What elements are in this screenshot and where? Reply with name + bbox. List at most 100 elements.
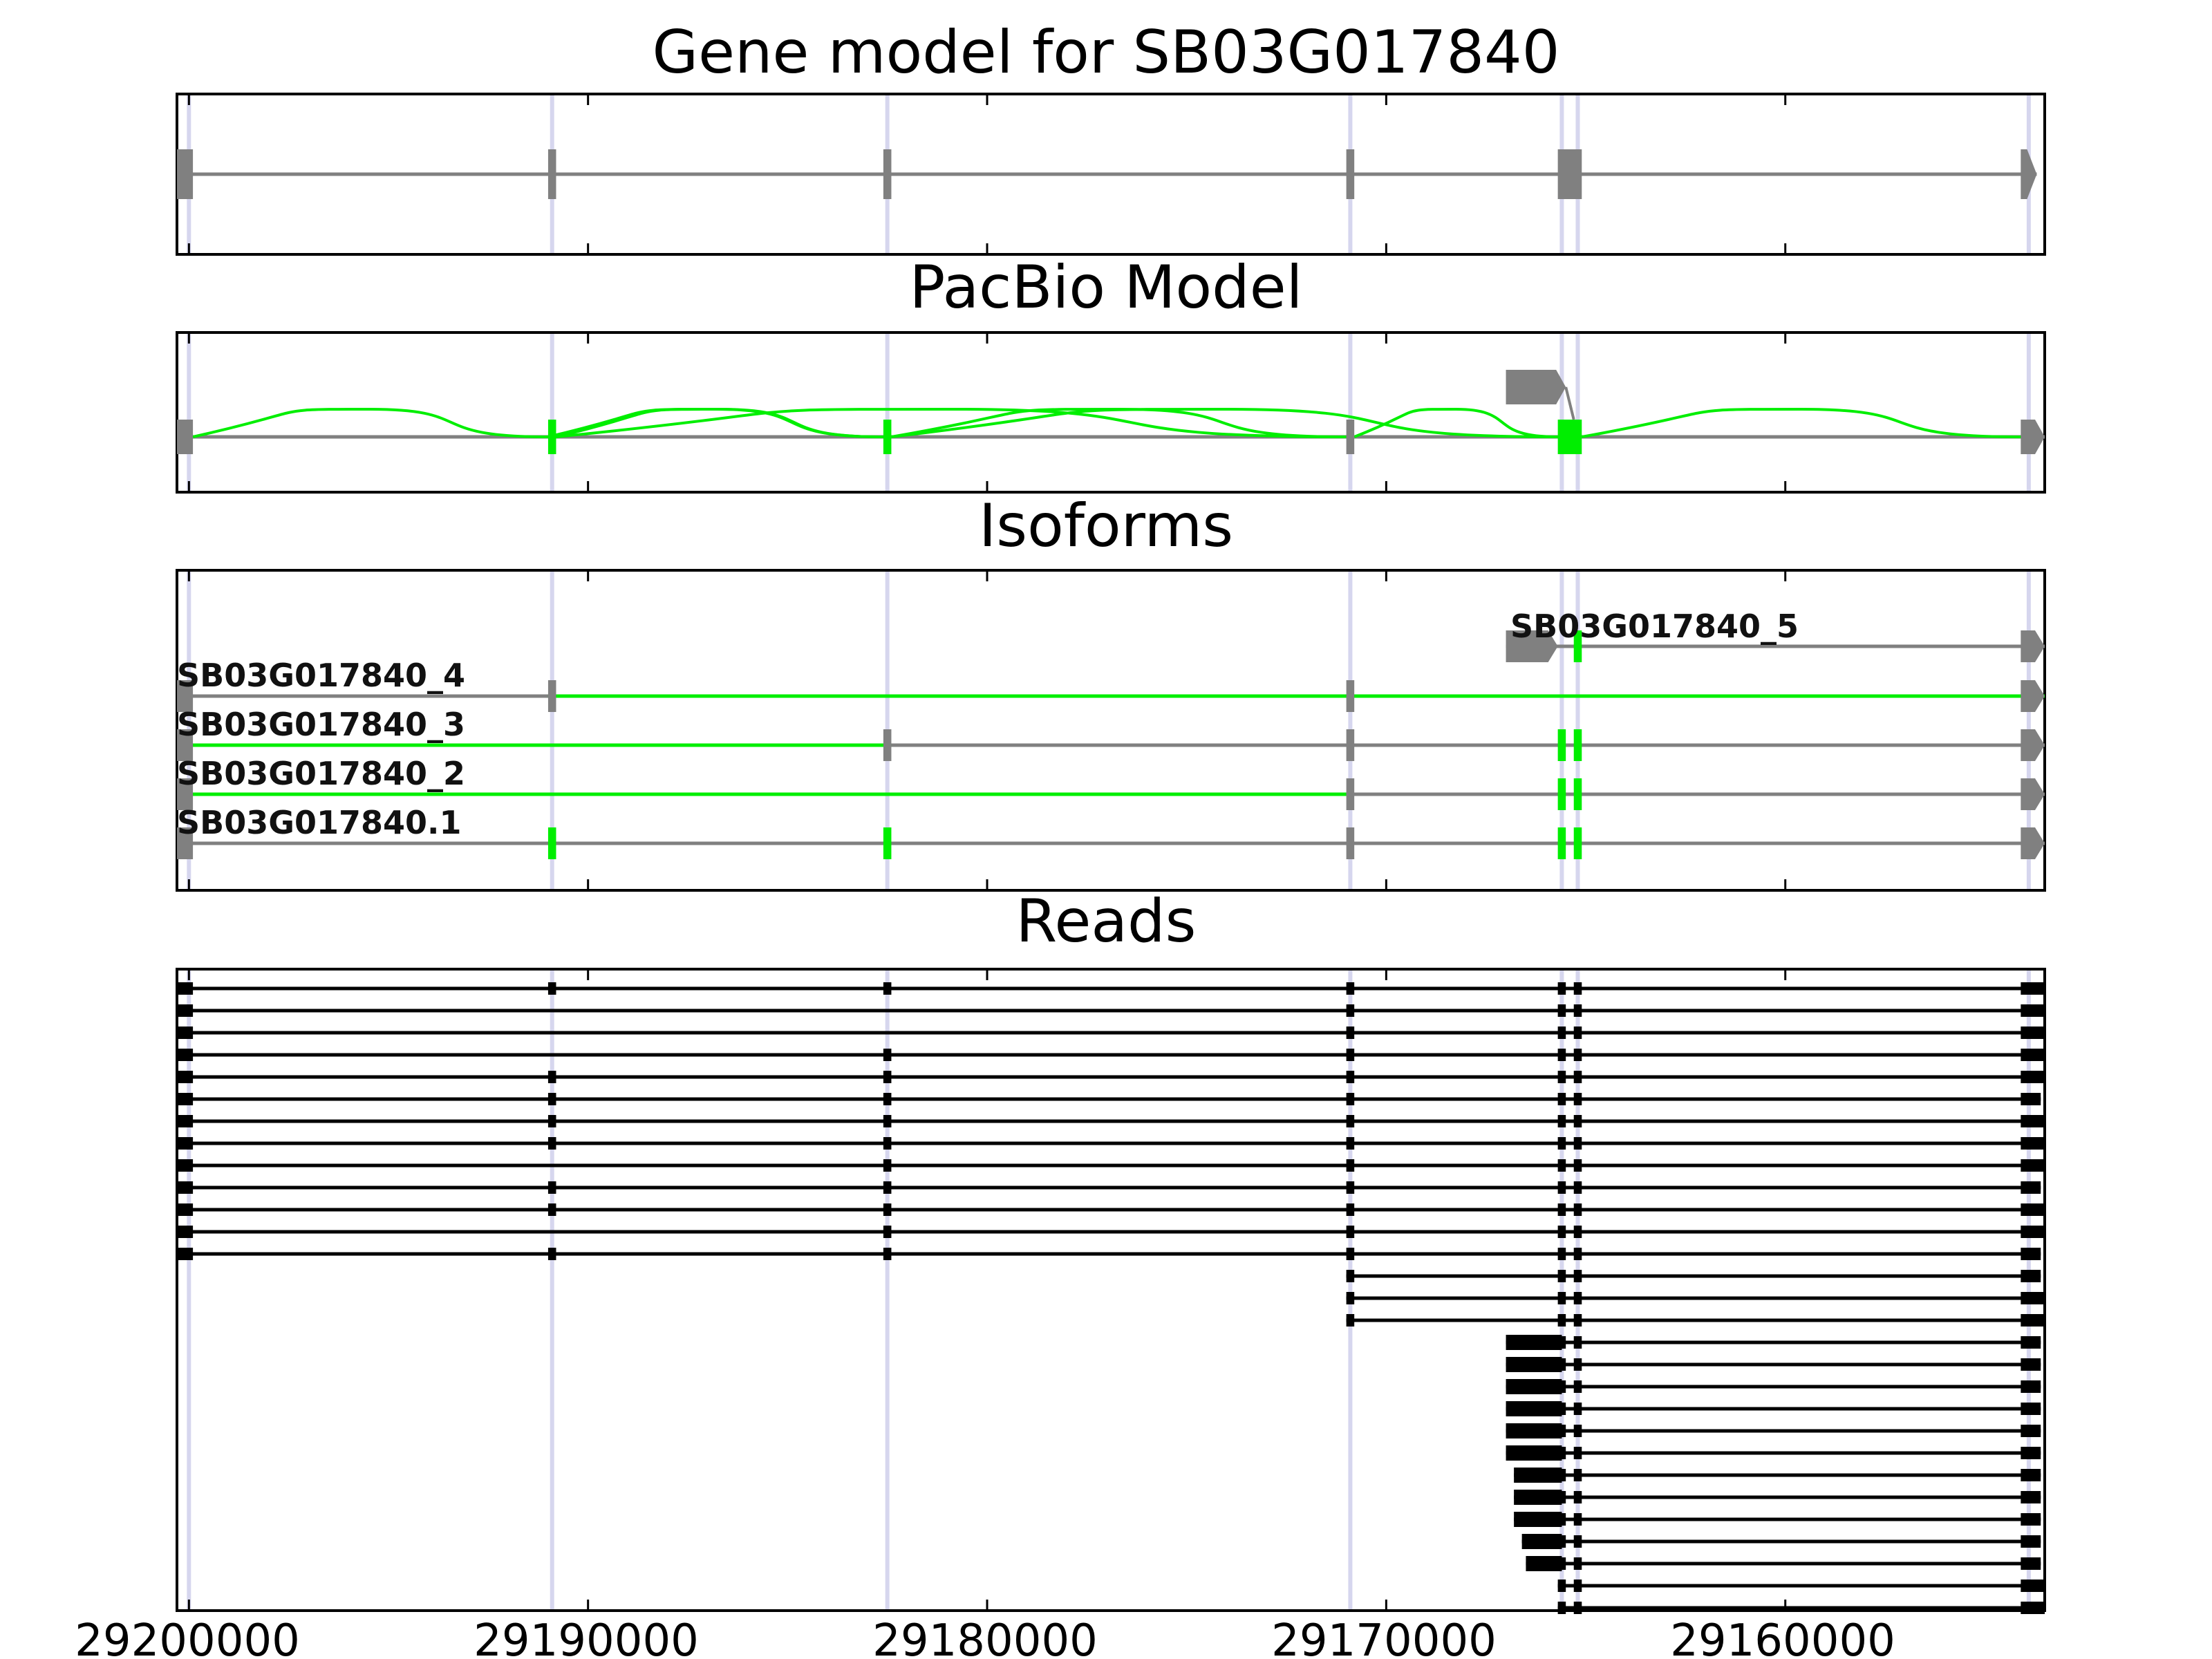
splice-junction-arc — [556, 407, 1347, 438]
isoform-exon — [1573, 729, 1582, 761]
read-exon — [177, 1137, 194, 1150]
read-exon — [2021, 1557, 2041, 1570]
read-exon — [1557, 1270, 1566, 1282]
read-exon — [1346, 1004, 1355, 1017]
read-exon — [1573, 1602, 1582, 1614]
splice-site-band — [550, 969, 554, 1611]
read-exon — [547, 982, 556, 995]
pacbio-exon — [547, 420, 556, 454]
read-exon — [2021, 1115, 2045, 1127]
read-exon — [1557, 1513, 1566, 1526]
isoform-exon — [547, 827, 556, 859]
read-exon — [1573, 1248, 1582, 1260]
isoform-label: SB03G017840_4 — [177, 657, 465, 694]
read-exon — [547, 1203, 556, 1216]
pacbio-exon — [2021, 420, 2045, 454]
read-exon — [1557, 1181, 1566, 1194]
read-exon — [2021, 1226, 2045, 1238]
read-exon — [883, 1049, 892, 1061]
read-exon — [1557, 1203, 1566, 1216]
read-exon — [1573, 1425, 1582, 1437]
isoform-label: SB03G017840_3 — [177, 706, 465, 743]
read-exon — [1557, 1403, 1566, 1415]
x-tick-label: 29190000 — [474, 1615, 699, 1659]
read-exon — [1557, 1602, 1566, 1614]
isoform-exon — [177, 680, 194, 712]
isoform-label: SB03G017840.1 — [177, 804, 461, 841]
read-exon — [1573, 1159, 1582, 1172]
read-exon — [177, 1093, 194, 1105]
read-exon — [1346, 1159, 1355, 1172]
read-exon — [177, 1159, 194, 1172]
read-exon — [1573, 1513, 1582, 1526]
isoform-exon — [1573, 778, 1582, 810]
read-exon — [1573, 1137, 1582, 1150]
read-exon — [1573, 1314, 1582, 1327]
pacbio-exon — [1346, 420, 1355, 454]
read-exon — [1573, 1292, 1582, 1304]
read-exon — [1557, 1093, 1566, 1105]
read-exon — [1557, 1535, 1566, 1548]
read-exon — [177, 1049, 194, 1061]
read-exon — [177, 1071, 194, 1083]
splice-site-band — [550, 332, 554, 492]
read-exon — [2021, 1027, 2045, 1039]
read-exon — [1573, 1270, 1582, 1282]
read-exon — [1573, 1226, 1582, 1238]
read-exon — [2021, 1403, 2041, 1415]
isoform-exon — [1557, 778, 1566, 810]
isoform-label: SB03G017840_5 — [1510, 608, 1799, 645]
read-exon — [2021, 1535, 2041, 1548]
read-exon — [1557, 1491, 1566, 1503]
pacbio-exon — [883, 420, 892, 454]
read-exon — [2021, 1248, 2041, 1260]
read-exon — [1346, 1137, 1355, 1150]
read-exon — [1557, 1226, 1566, 1238]
gene-exon — [1346, 149, 1355, 199]
splice-site-band — [1575, 969, 1580, 1611]
read-exon — [1573, 1557, 1582, 1570]
splice-site-band — [1559, 969, 1564, 1611]
x-tick-label: 29200000 — [75, 1615, 300, 1659]
read-exon — [177, 1181, 194, 1194]
splice-junction-arc — [192, 407, 548, 438]
x-tick-label: 29160000 — [1670, 1615, 1895, 1659]
splice-site-band — [1348, 332, 1353, 492]
splice-site-band — [1575, 332, 1580, 492]
panel-frame — [176, 331, 2046, 494]
read-exon — [1521, 1534, 1562, 1549]
isoform-exon — [2021, 680, 2045, 712]
read-exon — [1557, 1447, 1566, 1459]
isoform-exon — [1573, 827, 1582, 859]
read-exon — [1573, 982, 1582, 995]
read-exon — [2021, 1159, 2045, 1172]
read-exon — [2021, 1380, 2041, 1393]
splice-site-band — [2026, 332, 2031, 492]
read-exon — [1557, 1380, 1566, 1393]
read-exon — [2021, 1602, 2045, 1614]
splice-site-band — [1559, 332, 1564, 492]
panel-title-isoforms: Isoforms — [979, 491, 1233, 561]
read-exon — [1557, 1580, 1566, 1592]
read-exon — [883, 1226, 892, 1238]
splice-site-band — [2026, 969, 2031, 1611]
read-exon — [547, 1093, 556, 1105]
read-exon — [1573, 1380, 1582, 1393]
read-exon — [1573, 1336, 1582, 1349]
read-exon — [1573, 1093, 1582, 1105]
read-exon — [883, 1203, 892, 1216]
read-exon — [1557, 1557, 1566, 1570]
read-exon — [547, 1115, 556, 1127]
read-exon — [1557, 1159, 1566, 1172]
read-exon — [1506, 1401, 1562, 1416]
x-axis: 29200000 29190000 29180000 29170000 2916… — [75, 1615, 1895, 1659]
read-exon — [883, 982, 892, 995]
read-exon — [883, 1248, 892, 1260]
read-exon — [883, 1137, 892, 1150]
read-exon — [1557, 1004, 1566, 1017]
read-exon — [1346, 1270, 1355, 1282]
isoform-exon — [2021, 630, 2045, 662]
read-exon — [1573, 1469, 1582, 1481]
isoform-exon — [1557, 729, 1566, 761]
